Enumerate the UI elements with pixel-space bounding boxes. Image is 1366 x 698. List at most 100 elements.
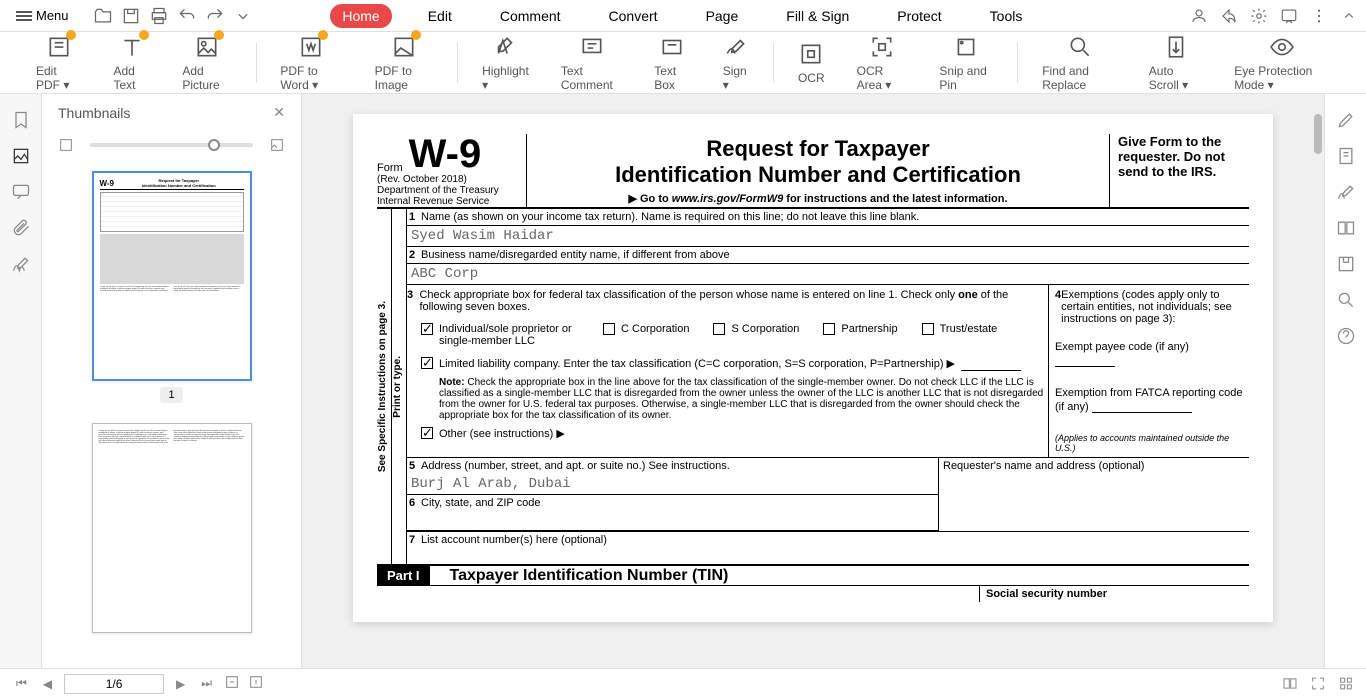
exempt-code-input[interactable]	[1055, 353, 1115, 367]
next-page-icon[interactable]: ▶	[172, 675, 189, 693]
ribbon-ocr-area[interactable]: OCR Area ▾	[845, 30, 920, 96]
ribbon-pdf-image[interactable]: PDF to Image	[363, 30, 446, 96]
classification-checkbox-1[interactable]: C Corporation	[603, 323, 689, 335]
fit-width-icon[interactable]	[248, 674, 264, 693]
classification-checkbox-4[interactable]: Trust/estate	[922, 323, 998, 335]
last-page-icon[interactable]: ⏭	[197, 674, 216, 693]
share-icon[interactable]	[1220, 7, 1238, 25]
thumb-zoomin-icon[interactable]	[269, 137, 285, 153]
llc-classification-input[interactable]	[961, 357, 1021, 371]
llc-checkbox[interactable]: Limited liability company. Enter the tax…	[407, 357, 1044, 371]
classification-checkbox-3[interactable]: Partnership	[823, 323, 897, 335]
ribbon-separator	[773, 43, 774, 83]
tab-tools[interactable]: Tools	[978, 4, 1035, 28]
left-sidebar	[0, 94, 42, 668]
find-icon	[1067, 34, 1093, 60]
ribbon-label: Edit PDF ▾	[36, 64, 82, 92]
tab-comment[interactable]: Comment	[488, 4, 573, 28]
collapse-icon[interactable]	[1340, 7, 1358, 25]
ribbon-edit-pdf[interactable]: Edit PDF ▾	[24, 30, 94, 96]
fullscreen-icon[interactable]	[1310, 674, 1326, 693]
thumbnails-title: Thumbnails	[58, 105, 130, 121]
print-icon[interactable]	[149, 6, 169, 26]
first-page-icon[interactable]: ⏮	[12, 674, 31, 693]
other-checkbox[interactable]: Other (see instructions) ▶	[407, 427, 1044, 440]
page-tool-icon[interactable]	[1336, 146, 1356, 166]
more-icon[interactable]	[1310, 7, 1328, 25]
attachments-icon[interactable]	[11, 218, 31, 238]
vertical-scrollbar[interactable]	[1314, 114, 1322, 154]
quick-dropdown-icon[interactable]	[233, 6, 253, 26]
ribbon-label: Auto Scroll ▾	[1149, 64, 1202, 92]
ribbon-separator	[1017, 43, 1018, 83]
line-6-input[interactable]	[407, 511, 938, 531]
open-icon[interactable]	[93, 6, 113, 26]
fill-sign-icon[interactable]	[1336, 182, 1356, 202]
feedback-icon[interactable]	[1280, 7, 1298, 25]
undo-icon[interactable]	[177, 6, 197, 26]
reading-mode-icon[interactable]	[1282, 674, 1298, 693]
tab-page[interactable]: Page	[694, 4, 751, 28]
thumbnails-icon[interactable]	[11, 146, 31, 166]
fatca-code-input[interactable]	[1092, 399, 1192, 413]
search-tool-icon[interactable]	[1336, 290, 1356, 310]
ribbon-add-text[interactable]: Add Text	[102, 30, 163, 96]
edit-pdf-icon	[46, 34, 72, 60]
page-number-input[interactable]	[64, 674, 164, 694]
document-viewport[interactable]: Form W-9 (Rev. October 2018) Department …	[302, 94, 1324, 668]
menu-button[interactable]: Menu	[8, 4, 77, 27]
tab-protect[interactable]: Protect	[885, 4, 953, 28]
split-icon[interactable]	[1336, 218, 1356, 238]
classification-checkbox-0[interactable]: Individual/sole proprietor or single-mem…	[421, 323, 579, 347]
checkbox-icon	[922, 323, 934, 335]
ribbon-sign[interactable]: Sign ▾	[711, 30, 761, 96]
auto-scroll-icon	[1163, 34, 1189, 60]
tab-edit[interactable]: Edit	[416, 4, 464, 28]
form-revision: (Rev. October 2018)	[377, 174, 518, 185]
save-icon[interactable]	[121, 6, 141, 26]
compress-icon[interactable]	[1336, 254, 1356, 274]
slider-handle[interactable]	[208, 139, 220, 151]
ribbon-text-comment[interactable]: Text Comment	[549, 30, 634, 96]
ribbon-ocr[interactable]: OCR	[786, 37, 837, 89]
line-2-input[interactable]: ABC Corp	[407, 264, 1249, 285]
tab-convert[interactable]: Convert	[597, 4, 670, 28]
requester-box: Requester's name and address (optional)	[939, 458, 1249, 531]
redo-icon[interactable]	[205, 6, 225, 26]
grid-view-icon[interactable]	[1338, 674, 1354, 693]
ribbon-label: Add Picture	[182, 64, 231, 92]
ribbon-auto-scroll[interactable]: Auto Scroll ▾	[1137, 30, 1214, 96]
ribbon-highlight[interactable]: Highlight ▾	[470, 30, 541, 96]
ribbon-find[interactable]: Find and Replace	[1030, 30, 1129, 96]
prev-page-icon[interactable]: ◀	[39, 675, 56, 693]
classification-checkbox-2[interactable]: S Corporation	[713, 323, 799, 335]
fit-page-icon[interactable]	[224, 674, 240, 693]
snip-icon	[953, 34, 979, 60]
ribbon-text-box[interactable]: Text Box	[642, 30, 703, 96]
signature-panel-icon[interactable]	[11, 254, 31, 274]
thumbnail-page-1[interactable]: W-9Request for TaxpayerIdentification Nu…	[92, 171, 252, 403]
bookmarks-icon[interactable]	[11, 110, 31, 130]
close-panel-icon[interactable]: ✕	[273, 104, 285, 121]
thumb-zoomout-icon[interactable]	[58, 137, 74, 153]
comments-icon[interactable]	[11, 182, 31, 202]
form-title-2: Identification Number and Certification	[535, 162, 1101, 188]
ribbon-eye[interactable]: Eye Protection Mode ▾	[1222, 30, 1342, 96]
settings-icon[interactable]	[1250, 7, 1268, 25]
user-icon[interactable]	[1190, 7, 1208, 25]
ribbon-snip[interactable]: Snip and Pin	[927, 30, 1005, 96]
ribbon-pdf-word[interactable]: PDF to Word ▾	[268, 30, 354, 96]
ribbon-add-picture[interactable]: Add Picture	[170, 30, 243, 96]
status-bar: ⏮ ◀ ▶ ⏭	[0, 668, 1366, 698]
tab-home[interactable]: Home	[330, 4, 391, 28]
edit-tool-icon[interactable]	[1336, 110, 1356, 130]
form-body: See Specific Instructions on page 3. Pri…	[377, 209, 1249, 564]
line-1-input[interactable]: Syed Wasim Haidar	[407, 226, 1249, 247]
tab-fill-sign[interactable]: Fill & Sign	[774, 4, 861, 28]
thumb-size-slider[interactable]	[90, 143, 253, 147]
thumbnail-page-2[interactable]: Lorem ipsum dolor sit amet consectetur a…	[92, 423, 252, 633]
line-5-input[interactable]: Burj Al Arab, Dubai	[407, 474, 938, 495]
top-right-icons	[1190, 7, 1358, 25]
checkbox-row-1: Individual/sole proprietor or single-mem…	[407, 323, 1044, 347]
help-icon[interactable]	[1336, 326, 1356, 346]
